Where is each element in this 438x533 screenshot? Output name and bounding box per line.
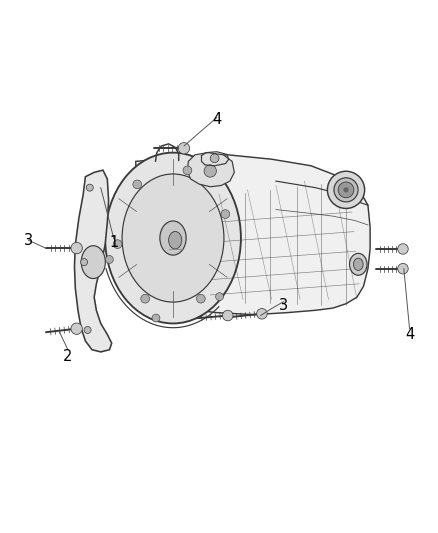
Circle shape <box>338 182 354 198</box>
Circle shape <box>197 294 205 303</box>
Circle shape <box>183 166 192 175</box>
Polygon shape <box>187 152 234 187</box>
Polygon shape <box>125 155 370 314</box>
Polygon shape <box>74 170 112 352</box>
Circle shape <box>106 255 113 263</box>
Ellipse shape <box>160 221 186 255</box>
Text: 1: 1 <box>109 235 119 250</box>
Ellipse shape <box>105 152 241 324</box>
Ellipse shape <box>350 253 367 275</box>
Ellipse shape <box>353 258 363 270</box>
Text: 2: 2 <box>63 349 73 364</box>
Circle shape <box>215 293 223 301</box>
Circle shape <box>343 187 349 192</box>
Ellipse shape <box>122 174 224 302</box>
Text: 3: 3 <box>24 233 33 248</box>
Ellipse shape <box>334 178 358 202</box>
Circle shape <box>257 309 267 319</box>
Circle shape <box>81 259 88 265</box>
Circle shape <box>221 209 230 219</box>
Circle shape <box>178 142 190 154</box>
Text: 4: 4 <box>405 327 414 342</box>
Circle shape <box>223 310 233 321</box>
Circle shape <box>210 154 219 163</box>
Text: 3: 3 <box>279 298 288 313</box>
Ellipse shape <box>169 231 182 249</box>
Circle shape <box>133 180 141 189</box>
Circle shape <box>86 184 93 191</box>
Circle shape <box>71 243 82 254</box>
Circle shape <box>398 244 408 254</box>
Text: 4: 4 <box>212 112 222 127</box>
Ellipse shape <box>327 171 364 208</box>
Circle shape <box>71 323 82 334</box>
Circle shape <box>204 165 216 177</box>
Circle shape <box>84 327 91 334</box>
Circle shape <box>398 263 408 274</box>
Circle shape <box>152 314 160 322</box>
Ellipse shape <box>81 246 105 279</box>
Circle shape <box>113 240 122 248</box>
Circle shape <box>141 294 149 303</box>
